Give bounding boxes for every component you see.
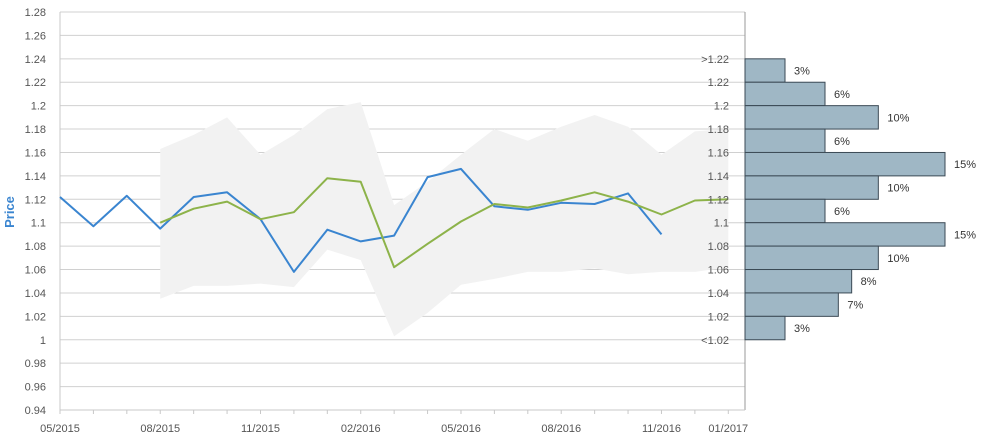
x-tick-label: 02/2016 [341,423,381,435]
histogram-bar [744,245,879,271]
histogram-bar [744,175,879,200]
series-line-1 [59,167,663,273]
y-tick-label: 1.26 [25,30,46,42]
histogram-bin-label: 1.08 [708,241,729,253]
y-tick-label: 1.28 [25,7,46,19]
y-tick-label: 0.94 [25,405,46,417]
histogram-bar [744,292,839,317]
y-tick-label: 1.14 [25,171,46,183]
histogram-percent-label: 15% [954,159,976,171]
x-tick-label: 08/2015 [140,423,180,435]
histogram-percent-label: 6% [834,136,850,148]
histogram-bin-label: 1.2 [714,101,729,113]
y-tick-label: 1.16 [25,147,46,159]
histogram-bar [744,58,786,83]
forecast-band-area [160,102,729,337]
y-tick-label: 0.96 [25,382,46,394]
x-tick-label: 05/2016 [441,423,481,435]
y-tick-label: 1.06 [25,265,46,277]
y-axis-label: Price [2,196,17,228]
histogram-bar [744,128,826,153]
histogram-percent-label: 3% [794,66,810,78]
histogram-bin-label: 1.06 [708,265,729,277]
y-tick-label: 1.18 [25,124,46,136]
histogram-bar [744,222,946,247]
series-line-2 [159,177,729,269]
y-tick-label: 0.98 [25,358,46,370]
histogram-bar [744,105,879,130]
histogram-bin-label: 1.12 [708,194,729,206]
histogram-bin-label: 1.18 [708,124,729,136]
x-tick-label: 08/2016 [541,423,581,435]
y-tick-label: 1.24 [25,54,46,66]
y-tick-label: 1 [40,335,46,347]
y-tick-label: 1.02 [25,311,46,323]
y-tick-label: 1.12 [25,194,46,206]
histogram-bar [744,198,826,224]
histogram-bin-label: 1.1 [714,218,729,230]
y-tick-label: 1.2 [31,101,46,113]
histogram-bin-label: 1.02 [708,311,729,323]
y-tick-label: 1.08 [25,241,46,253]
histogram-bin-label: 1.22 [708,77,729,89]
y-tick-labels: 0.94 0.96 0.98 1 1.02 1.04 1.06 1.08 1.1 1.12 1.14… [25,7,46,417]
y-tick-label: 1.22 [25,77,46,89]
histogram-bin-label: >1.22 [701,54,729,66]
forecast-band [160,102,729,337]
x-tick-label: 05/2015 [40,423,80,435]
histogram-bar [744,269,853,294]
histogram-percent-label: 6% [834,206,850,218]
histogram-percent-label: 15% [954,229,976,241]
histogram-percent-label: 7% [847,300,863,312]
histogram-percent-label: 10% [887,183,909,195]
histogram-bin-label: <1.02 [701,335,729,347]
histogram-bar [744,81,826,107]
histogram-percent-label: 6% [834,89,850,101]
histogram-percent-label: 10% [887,253,909,265]
histogram-bar [744,315,786,341]
histogram-percent-label: 8% [861,276,877,288]
histogram-bin-label: 1.16 [708,147,729,159]
series-lines [59,167,729,273]
y-tick-label: 1.04 [25,288,46,300]
histogram-percent-label: 3% [794,323,810,335]
histogram-bar [744,151,946,177]
histogram-bin-label: 1.04 [708,288,729,300]
histogram-bin-label: 1.14 [708,171,729,183]
distribution-histogram: >1.22 3% 1.22 6% 1.2 10% 1.18 6% 1.16 15% 1.14 10% 1… [701,54,976,347]
histogram-percent-label: 10% [887,112,909,124]
x-tick-label: 11/2015 [241,423,280,435]
y-tick-label: 1.1 [31,218,46,230]
x-tick-label: 01/2017 [708,423,748,435]
x-tick-label: 11/2016 [642,423,681,435]
x-tick-labels: 05/2015 08/2015 11/2015 02/2016 05/2016 08/20… [40,423,748,435]
